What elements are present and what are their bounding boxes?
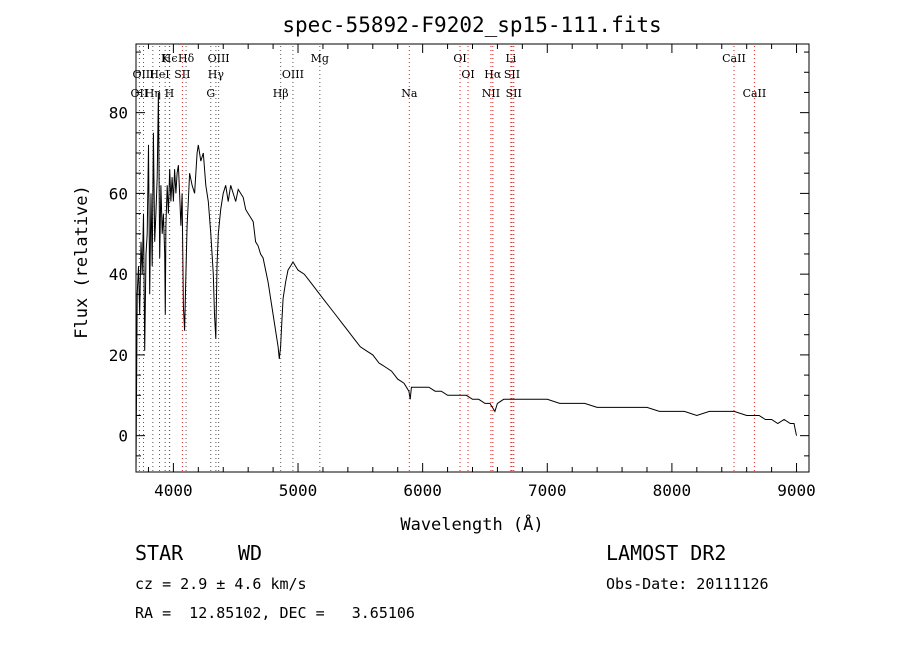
observation-date: Obs-Date: 20111126 [606,575,769,593]
object-subclass: WD [238,541,263,565]
redshift-velocity: cz = 2.9 ± 4.6 km/s [135,575,307,593]
y-tick-label: 40 [109,265,128,284]
spectral-line-markers [138,46,755,472]
y-tick-label: 80 [109,104,128,123]
line-label-middle: OI [461,68,474,81]
line-label-bottom: CaII [743,87,767,100]
line-label-top: CaII [722,52,746,65]
x-tick-label: 5000 [279,481,318,500]
line-label-top: Mg [311,52,329,65]
x-axis-label: Wavelength (Å) [400,513,543,535]
spectrum-line [135,92,797,473]
line-label-bottom: SII [506,87,522,100]
y-axis: 0 20 40 60 80 [109,51,809,457]
line-label-bottom: NII [482,87,500,100]
x-tick-label: 7000 [528,481,567,500]
line-label-top: Li [505,52,516,65]
object-class: STAR [135,541,184,565]
y-tick-label: 20 [109,346,128,365]
line-label-middle: SII [504,68,520,81]
line-label-middle: OIII [132,68,154,81]
line-label-bottom: H [165,87,175,100]
y-tick-label: 0 [118,427,128,446]
line-label-top: Hϵ [162,52,178,65]
line-label-bottom: Hη [145,87,161,100]
plot-frame [135,43,810,473]
coordinates: RA = 12.85102, DEC = 3.65106 [135,604,415,622]
y-axis-label: Flux (relative) [72,185,92,339]
line-label-middle: OIII [282,68,304,81]
x-tick-label: 9000 [777,481,816,500]
line-label-middle: HeI [149,68,169,81]
line-label-top: K [161,52,170,65]
line-label-top: OI [453,52,466,65]
line-label-bottom: Na [401,87,418,100]
survey-name: LAMOST DR2 [606,541,727,565]
line-label-top: Hδ [178,52,195,65]
line-label-bottom: G [206,87,215,100]
y-tick-label: 60 [109,184,128,203]
x-tick-label: 8000 [653,481,692,500]
line-label-bottom: OII [131,87,149,100]
chart-title: spec-55892-F9202_sp15-111.fits [282,13,661,37]
x-tick-label: 6000 [403,481,442,500]
x-axis: 4000 5000 6000 7000 8000 9000 [147,44,816,500]
line-label-bottom: Hβ [273,87,289,100]
x-tick-label: 4000 [154,481,193,500]
line-label-top: OIII [208,52,230,65]
line-label-middle: Hα [484,68,502,81]
line-label-middle: SII [174,68,190,81]
line-label-middle: Hγ [208,68,225,81]
